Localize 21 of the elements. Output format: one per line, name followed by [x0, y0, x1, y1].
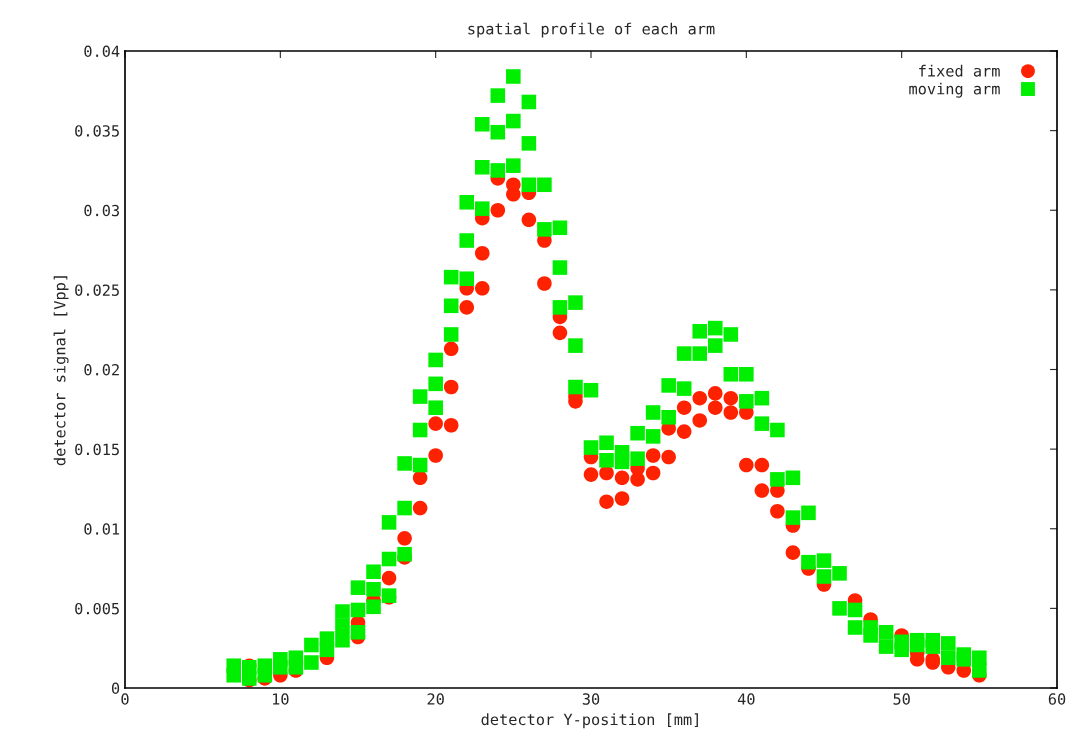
- x-tick-label: 50: [893, 693, 910, 705]
- y-tick-label: 0.02: [84, 364, 119, 376]
- x-tick-label: 30: [582, 693, 600, 705]
- y-axis-title: detector signal [Vpp]: [53, 276, 69, 466]
- y-tick-label: 0.005: [75, 602, 119, 615]
- legend-label: fixed arm: [919, 64, 1000, 77]
- y-tick-label: 0.035: [75, 125, 119, 137]
- chart-title: spatial profile of each arm: [468, 22, 715, 38]
- x-axis-title: detector Y-position [mm]: [481, 713, 698, 729]
- y-tick-label: 0.01: [84, 523, 120, 535]
- y-tick-label: 0.04: [84, 45, 120, 58]
- x-tick-label: 60: [1048, 693, 1066, 705]
- legend-label: moving arm: [909, 82, 1000, 98]
- y-tick-label: 0.015: [75, 443, 119, 456]
- x-tick-label: 0: [121, 693, 129, 705]
- x-tick-label: 40: [737, 693, 755, 705]
- y-tick-label: 0.025: [75, 284, 119, 296]
- y-tick-label: 0: [111, 682, 120, 695]
- y-tick-label: 0.03: [84, 204, 119, 217]
- x-tick-label: 20: [427, 693, 444, 705]
- x-tick-label: 10: [272, 693, 289, 705]
